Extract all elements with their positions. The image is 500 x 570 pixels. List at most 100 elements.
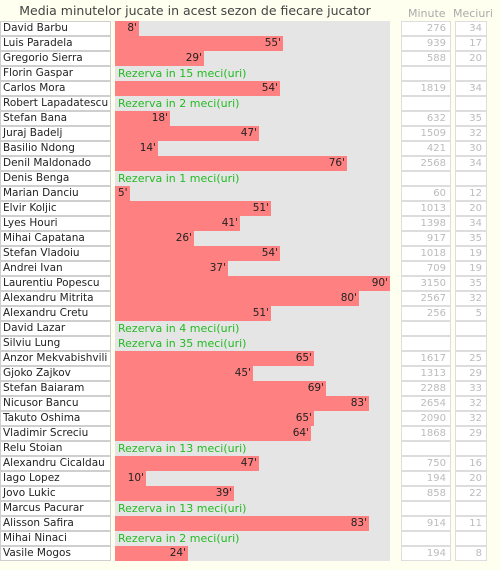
- minutes-cell: 1509: [401, 126, 451, 141]
- player-row: Stefan Baiaram 69' 2288 33: [0, 381, 500, 396]
- minutes-column-header: Minute: [408, 7, 446, 20]
- player-name: David Lazar: [0, 321, 111, 336]
- minutes-bar: [115, 126, 259, 141]
- bar-value-label: 10': [127, 472, 144, 484]
- minutes-cell: [401, 171, 451, 186]
- matches-cell: 35: [455, 111, 487, 126]
- bar-value-label: 83': [350, 517, 367, 529]
- player-row: Luis Paradela 55' 939 17: [0, 36, 500, 51]
- matches-cell: 17: [455, 36, 487, 51]
- minutes-cell: 632: [401, 111, 451, 126]
- minutes-cell: [401, 66, 451, 81]
- minutes-bar: [115, 516, 369, 531]
- bar-track: 55': [115, 36, 390, 51]
- bar-value-label: 54': [261, 82, 278, 94]
- chart-title: Media minutelor jucate in acest sezon de…: [19, 3, 371, 18]
- bar-value-label: 14': [139, 142, 156, 154]
- minutes-bar: [115, 291, 359, 306]
- minutes-cell: 2288: [401, 381, 451, 396]
- bar-track: Rezerva in 4 meci(uri): [115, 321, 390, 336]
- player-name: Luis Paradela: [0, 36, 111, 51]
- matches-cell: [455, 531, 487, 546]
- bar-track: 51': [115, 306, 390, 321]
- matches-cell: 34: [455, 216, 487, 231]
- bar-value-label: 65': [295, 412, 312, 424]
- player-name: Stefan Vladoiu: [0, 246, 111, 261]
- player-row: Robert Lapadatescu Rezerva in 2 meci(uri): [0, 96, 500, 111]
- reserve-label: Rezerva in 2 meci(uri): [118, 97, 240, 110]
- player-row: Lyes Houri 41' 1398 34: [0, 216, 500, 231]
- bar-value-label: 41': [221, 217, 238, 229]
- player-name: Gregorio Sierra: [0, 51, 111, 66]
- minutes-cell: 1313: [401, 366, 451, 381]
- bar-track: 45': [115, 366, 390, 381]
- minutes-cell: 588: [401, 51, 451, 66]
- player-name: Marian Danciu: [0, 186, 111, 201]
- player-name: Jovo Lukic: [0, 486, 111, 501]
- player-row: Gregorio Sierra 29' 588 20: [0, 51, 500, 66]
- minutes-cell: [401, 531, 451, 546]
- bar-value-label: 76': [328, 157, 345, 169]
- matches-cell: 33: [455, 381, 487, 396]
- player-name: Florin Gaspar: [0, 66, 111, 81]
- bar-value-label: 26': [175, 232, 192, 244]
- bar-track: Rezerva in 13 meci(uri): [115, 501, 390, 516]
- minutes-cell: 194: [401, 471, 451, 486]
- minutes-cell: 750: [401, 456, 451, 471]
- matches-cell: 5: [455, 306, 487, 321]
- player-name: Gjoko Zajkov: [0, 366, 111, 381]
- bar-value-label: 5': [118, 187, 128, 199]
- reserve-label: Rezerva in 13 meci(uri): [118, 502, 247, 515]
- player-row: Nicusor Bancu 83' 2654 32: [0, 396, 500, 411]
- player-name: Stefan Bana: [0, 111, 111, 126]
- player-name: Andrei Ivan: [0, 261, 111, 276]
- minutes-cell: [401, 336, 451, 351]
- player-name: Silviu Lung: [0, 336, 111, 351]
- minutes-bar: [115, 426, 311, 441]
- minutes-cell: [401, 321, 451, 336]
- player-name: Carlos Mora: [0, 81, 111, 96]
- reserve-label: Rezerva in 15 meci(uri): [118, 67, 247, 80]
- bar-track: 80': [115, 291, 390, 306]
- player-row: Andrei Ivan 37' 709 19: [0, 261, 500, 276]
- player-row: Alisson Safira 83' 914 11: [0, 516, 500, 531]
- matches-cell: 32: [455, 411, 487, 426]
- minutes-bar: [115, 381, 326, 396]
- bar-value-label: 39': [215, 487, 232, 499]
- player-name: Basilio Ndong: [0, 141, 111, 156]
- player-name: Stefan Baiaram: [0, 381, 111, 396]
- matches-cell: 32: [455, 396, 487, 411]
- player-name: Alexandru Cretu: [0, 306, 111, 321]
- player-row: Denil Maldonado 76' 2568 34: [0, 156, 500, 171]
- minutes-bar: [115, 231, 194, 246]
- player-row: Elvir Koljic 51' 1013 20: [0, 201, 500, 216]
- player-name: Alexandru Mitrita: [0, 291, 111, 306]
- player-row: Basilio Ndong 14' 421 30: [0, 141, 500, 156]
- reserve-label: Rezerva in 4 meci(uri): [118, 322, 240, 335]
- player-name: Relu Stoian: [0, 441, 111, 456]
- matches-cell: 11: [455, 516, 487, 531]
- player-row: David Barbu 8' 276 34: [0, 21, 500, 36]
- minutes-bar: [115, 141, 158, 156]
- player-row: David Lazar Rezerva in 4 meci(uri): [0, 321, 500, 336]
- bar-track: 10': [115, 471, 390, 486]
- minutes-bar: [115, 156, 347, 171]
- minutes-cell: 421: [401, 141, 451, 156]
- bar-value-label: 24': [169, 547, 186, 559]
- minutes-bar: [115, 246, 280, 261]
- player-name: David Barbu: [0, 21, 111, 36]
- player-name: Laurentiu Popescu: [0, 276, 111, 291]
- minutes-bar: [115, 201, 271, 216]
- bar-track: Rezerva in 2 meci(uri): [115, 531, 390, 546]
- bar-track: 83': [115, 396, 390, 411]
- bar-value-label: 47': [240, 457, 257, 469]
- matches-cell: [455, 321, 487, 336]
- matches-cell: 16: [455, 456, 487, 471]
- reserve-label: Rezerva in 35 meci(uri): [118, 337, 247, 350]
- player-name: Vladimir Screciu: [0, 426, 111, 441]
- player-name: Mihai Ninaci: [0, 531, 111, 546]
- player-name: Iago Lopez: [0, 471, 111, 486]
- minutes-cell: 2568: [401, 156, 451, 171]
- bar-track: 69': [115, 381, 390, 396]
- player-row: Juraj Badelj 47' 1509 32: [0, 126, 500, 141]
